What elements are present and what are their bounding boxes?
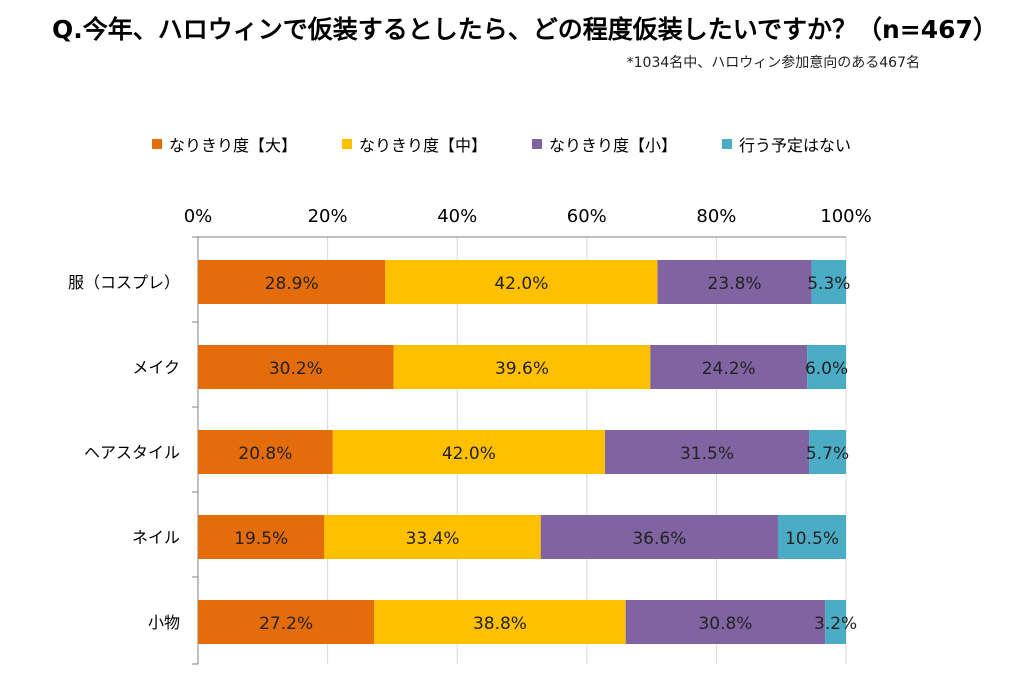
x-tick-label: 100% xyxy=(820,206,871,227)
legend-swatch xyxy=(532,139,542,149)
legend-label: 行う予定はない xyxy=(739,136,852,155)
chart-title: Q.今年、ハロウィンで仮装するとしたら、どの程度仮装したいですか？（n=467） xyxy=(52,15,998,44)
bar-segment xyxy=(198,515,325,559)
bar-segment xyxy=(625,600,826,644)
bar-segment xyxy=(807,345,846,389)
data-label: 36.6% xyxy=(632,529,686,549)
legend-swatch xyxy=(152,139,162,149)
category-label: 服（コスプレ） xyxy=(68,273,180,292)
data-label: 33.4% xyxy=(406,529,460,549)
bar-segment xyxy=(540,515,778,559)
bar-segment xyxy=(650,345,808,389)
legend-label: なりきり度【中】 xyxy=(359,136,488,155)
bar-segment xyxy=(385,260,658,304)
legend-item: 行う予定はない xyxy=(722,132,851,156)
data-label: 28.9% xyxy=(265,274,319,294)
bar-segment xyxy=(198,260,386,304)
legend-swatch xyxy=(722,139,732,149)
bar-segment xyxy=(809,430,846,474)
category-label: ネイル xyxy=(132,528,180,547)
bar-segment xyxy=(198,430,333,474)
bar-segment xyxy=(324,515,541,559)
bar-segment xyxy=(374,600,626,644)
data-label: 42.0% xyxy=(494,274,548,294)
bar-segment xyxy=(393,345,651,389)
data-label: 10.5% xyxy=(785,529,839,549)
category-label: メイク xyxy=(132,358,180,377)
legend-item: なりきり度【小】 xyxy=(532,132,677,156)
bar-segment xyxy=(825,600,846,644)
category-label: 小物 xyxy=(148,613,180,632)
bar-segment xyxy=(604,430,810,474)
x-tick-label: 60% xyxy=(567,206,607,227)
x-tick-label: 0% xyxy=(184,206,213,227)
legend-label: なりきり度【小】 xyxy=(549,136,678,155)
data-label: 38.8% xyxy=(473,614,527,634)
data-label: 27.2% xyxy=(259,614,313,634)
bar-segment xyxy=(332,430,605,474)
data-label: 31.5% xyxy=(680,444,734,464)
category-label: ヘアスタイル xyxy=(84,443,180,462)
legend-swatch xyxy=(342,139,352,149)
data-label: 39.6% xyxy=(495,359,549,379)
x-tick-label: 40% xyxy=(437,206,477,227)
bar-segment xyxy=(198,345,394,389)
data-label: 42.0% xyxy=(442,444,496,464)
bar-segment xyxy=(811,260,846,304)
x-tick-label: 20% xyxy=(308,206,348,227)
data-label: 23.8% xyxy=(708,274,762,294)
data-label: 24.2% xyxy=(702,359,756,379)
data-label: 5.7% xyxy=(806,444,849,464)
legend-item: なりきり度【中】 xyxy=(342,132,487,156)
legend-label: なりきり度【大】 xyxy=(169,136,298,155)
x-tick-label: 80% xyxy=(696,206,736,227)
data-label: 30.2% xyxy=(269,359,323,379)
data-label: 3.2% xyxy=(814,614,857,634)
bar-segment xyxy=(657,260,812,304)
data-label: 5.3% xyxy=(807,274,850,294)
legend-item: なりきり度【大】 xyxy=(152,132,297,156)
data-label: 19.5% xyxy=(234,529,288,549)
sample-note: *1034名中、ハロウィン参加意向のある467名 xyxy=(626,55,920,71)
data-label: 6.0% xyxy=(805,359,848,379)
bar-segment xyxy=(777,515,846,559)
data-label: 20.8% xyxy=(238,444,292,464)
data-label: 30.8% xyxy=(698,614,752,634)
bar-segment xyxy=(198,600,375,644)
